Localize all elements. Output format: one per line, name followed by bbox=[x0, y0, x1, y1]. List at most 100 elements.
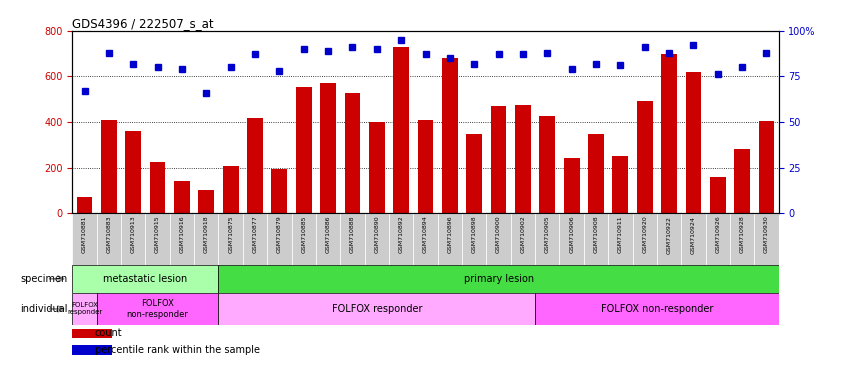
Bar bbox=[418, 120, 433, 213]
Text: GSM710902: GSM710902 bbox=[521, 216, 525, 253]
Text: GSM710915: GSM710915 bbox=[155, 216, 160, 253]
Text: specimen: specimen bbox=[20, 274, 68, 284]
Bar bbox=[466, 134, 483, 213]
Bar bbox=[657, 213, 682, 265]
Bar bbox=[345, 93, 360, 213]
Bar bbox=[72, 345, 112, 355]
Bar bbox=[442, 58, 458, 213]
Bar bbox=[535, 213, 559, 265]
Text: GSM710913: GSM710913 bbox=[131, 216, 135, 253]
Text: GSM710890: GSM710890 bbox=[374, 216, 380, 253]
Text: GSM710911: GSM710911 bbox=[618, 216, 623, 253]
Text: GSM710924: GSM710924 bbox=[691, 216, 696, 253]
Bar bbox=[72, 265, 219, 293]
Bar bbox=[198, 190, 214, 213]
Bar bbox=[77, 197, 93, 213]
Bar bbox=[462, 213, 487, 265]
Bar bbox=[608, 213, 632, 265]
Text: GSM710888: GSM710888 bbox=[350, 216, 355, 253]
Text: GSM710916: GSM710916 bbox=[180, 216, 185, 253]
Bar bbox=[632, 213, 657, 265]
Bar bbox=[754, 213, 779, 265]
Text: primary lesion: primary lesion bbox=[464, 274, 534, 284]
Bar bbox=[563, 159, 580, 213]
Bar bbox=[613, 156, 628, 213]
Bar bbox=[72, 293, 97, 325]
Text: GSM710894: GSM710894 bbox=[423, 216, 428, 253]
Bar bbox=[219, 213, 243, 265]
Bar bbox=[393, 47, 409, 213]
Bar bbox=[101, 120, 117, 213]
Bar bbox=[414, 213, 437, 265]
Text: percentile rank within the sample: percentile rank within the sample bbox=[95, 345, 260, 355]
Bar bbox=[364, 213, 389, 265]
Bar bbox=[169, 213, 194, 265]
Bar bbox=[97, 213, 121, 265]
Text: GSM710930: GSM710930 bbox=[764, 216, 769, 253]
Text: GSM710920: GSM710920 bbox=[643, 216, 648, 253]
Text: GSM710905: GSM710905 bbox=[545, 216, 550, 253]
Bar bbox=[758, 121, 774, 213]
Bar bbox=[316, 213, 340, 265]
Bar bbox=[219, 293, 535, 325]
Text: GSM710886: GSM710886 bbox=[326, 216, 330, 253]
Bar bbox=[682, 213, 705, 265]
Bar bbox=[437, 213, 462, 265]
Bar bbox=[734, 149, 750, 213]
Bar bbox=[97, 293, 219, 325]
Bar bbox=[559, 213, 584, 265]
Text: GSM710875: GSM710875 bbox=[228, 216, 233, 253]
Bar bbox=[491, 106, 506, 213]
Text: individual: individual bbox=[20, 304, 68, 314]
Text: GSM710906: GSM710906 bbox=[569, 216, 574, 253]
Bar bbox=[174, 181, 190, 213]
Bar bbox=[194, 213, 219, 265]
Bar bbox=[267, 213, 292, 265]
Bar bbox=[340, 213, 364, 265]
Bar bbox=[637, 101, 653, 213]
Bar bbox=[661, 53, 677, 213]
Text: count: count bbox=[95, 328, 123, 338]
Text: GSM710896: GSM710896 bbox=[448, 216, 453, 253]
Text: GSM710879: GSM710879 bbox=[277, 216, 282, 253]
Bar bbox=[150, 162, 165, 213]
Bar bbox=[730, 213, 754, 265]
Bar bbox=[515, 105, 531, 213]
Bar bbox=[686, 72, 701, 213]
Bar bbox=[705, 213, 730, 265]
Bar bbox=[271, 169, 288, 213]
Bar bbox=[710, 177, 726, 213]
Bar bbox=[223, 166, 238, 213]
Text: GSM710892: GSM710892 bbox=[398, 216, 403, 253]
Text: GSM710881: GSM710881 bbox=[82, 216, 87, 253]
Bar bbox=[146, 213, 169, 265]
Text: GSM710877: GSM710877 bbox=[253, 216, 258, 253]
Text: GSM710918: GSM710918 bbox=[203, 216, 208, 253]
Text: FOLFOX non-responder: FOLFOX non-responder bbox=[601, 304, 713, 314]
Text: GSM710908: GSM710908 bbox=[593, 216, 598, 253]
Text: GSM710883: GSM710883 bbox=[106, 216, 111, 253]
Text: GSM710898: GSM710898 bbox=[471, 216, 477, 253]
Text: GDS4396 / 222507_s_at: GDS4396 / 222507_s_at bbox=[72, 17, 214, 30]
Bar bbox=[368, 122, 385, 213]
Text: GSM710900: GSM710900 bbox=[496, 216, 501, 253]
Bar bbox=[125, 131, 141, 213]
Text: GSM710885: GSM710885 bbox=[301, 216, 306, 253]
Bar bbox=[584, 213, 608, 265]
Bar bbox=[389, 213, 414, 265]
Text: GSM710926: GSM710926 bbox=[716, 216, 720, 253]
Bar bbox=[72, 213, 97, 265]
Text: GSM710928: GSM710928 bbox=[740, 216, 745, 253]
Bar bbox=[247, 119, 263, 213]
Bar bbox=[243, 213, 267, 265]
Bar bbox=[535, 293, 779, 325]
Bar bbox=[121, 213, 146, 265]
Text: GSM710922: GSM710922 bbox=[666, 216, 671, 253]
Bar bbox=[296, 86, 311, 213]
Bar bbox=[219, 265, 779, 293]
Bar bbox=[72, 329, 112, 338]
Bar bbox=[320, 83, 336, 213]
Text: FOLFOX
responder: FOLFOX responder bbox=[67, 303, 102, 315]
Text: FOLFOX responder: FOLFOX responder bbox=[332, 304, 422, 314]
Bar bbox=[511, 213, 535, 265]
